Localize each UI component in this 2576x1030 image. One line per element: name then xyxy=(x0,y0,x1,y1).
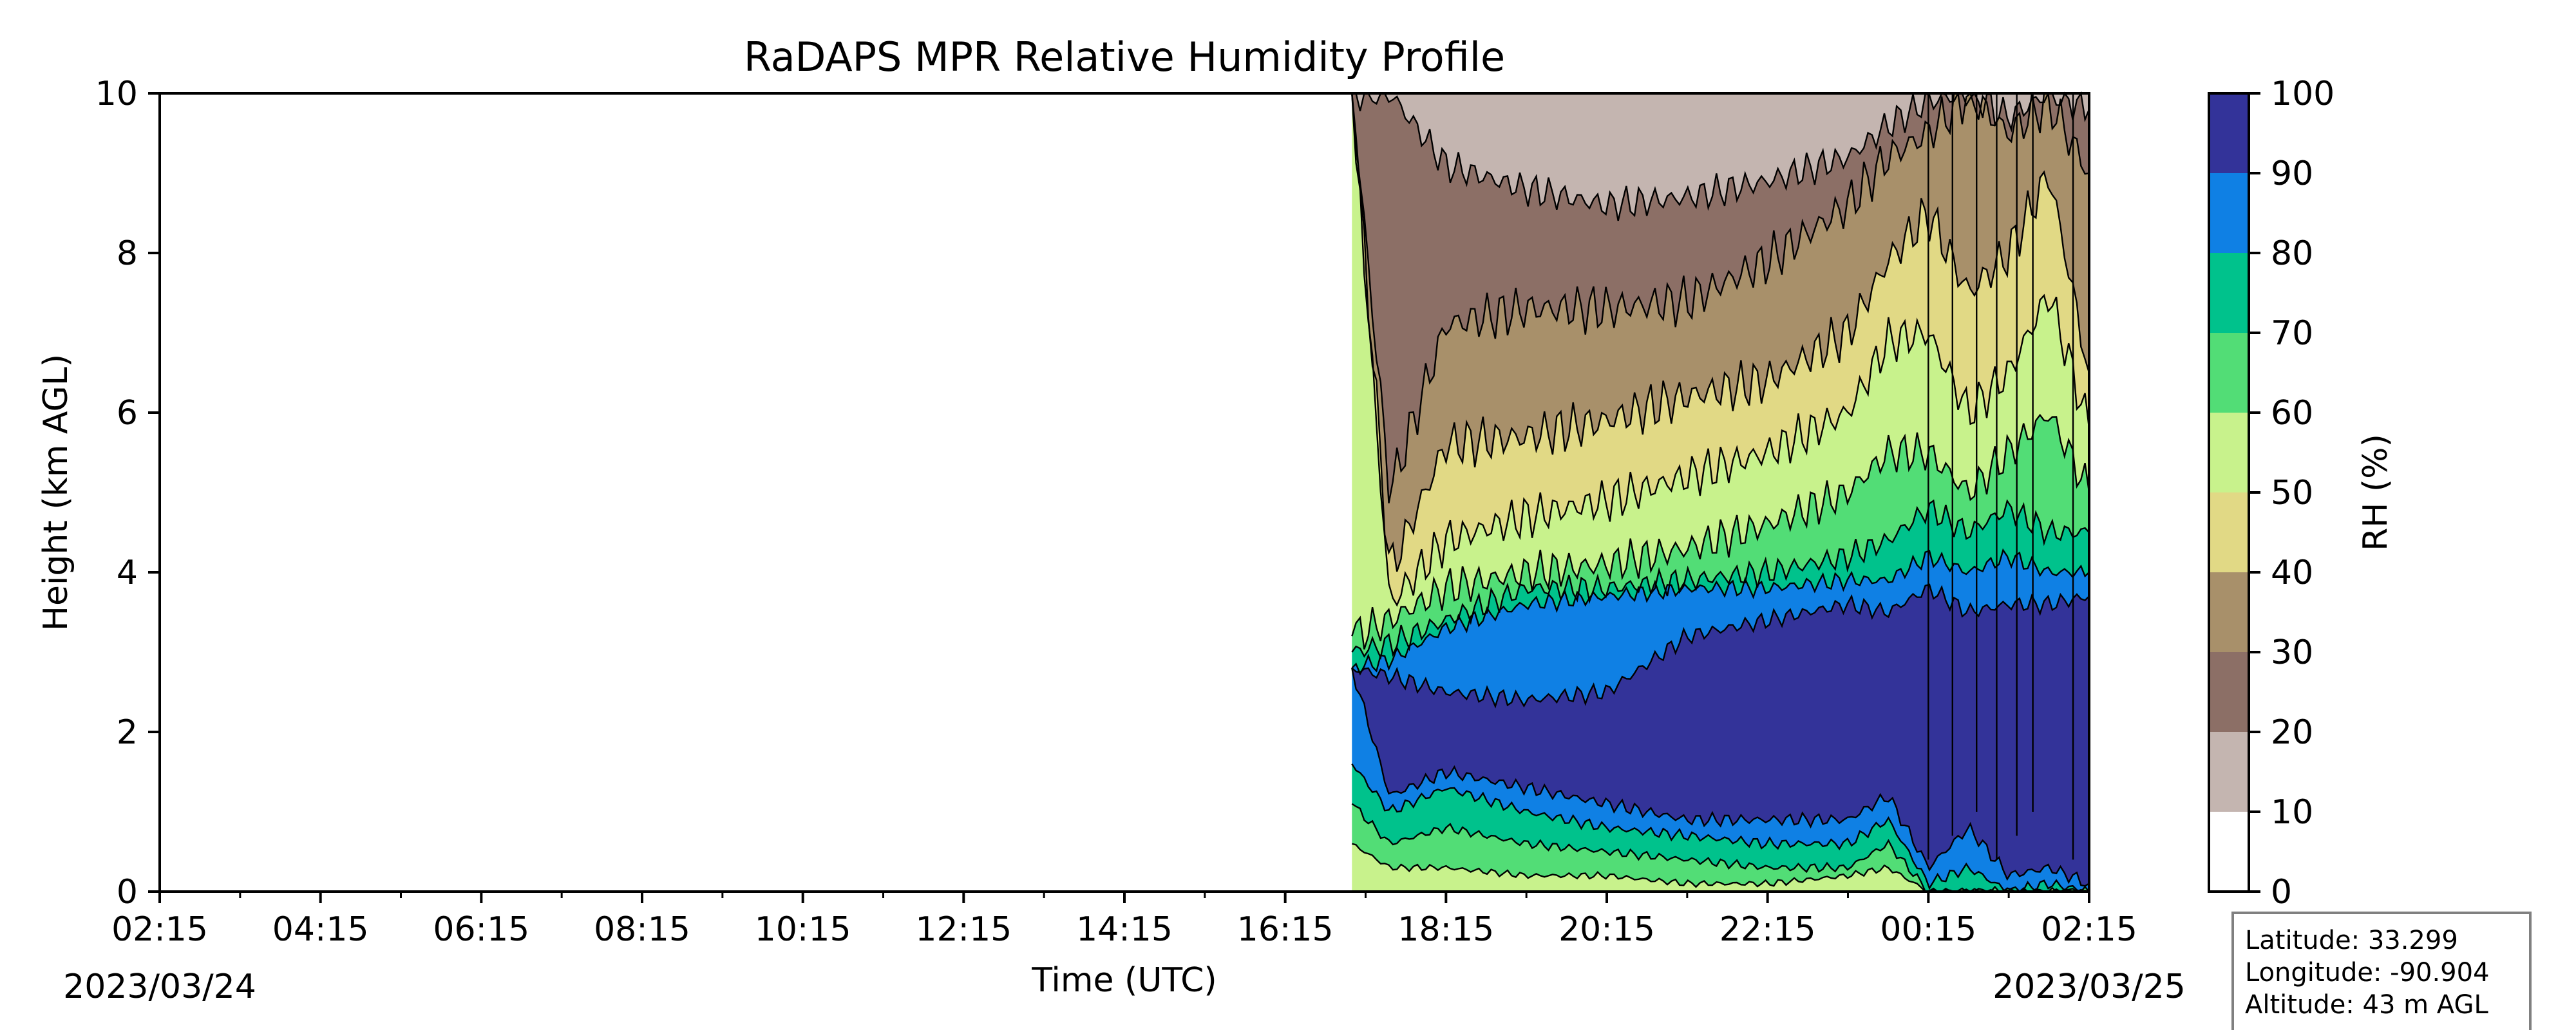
y-tick-label: 4 xyxy=(117,554,138,592)
x-tick-label: 16:15 xyxy=(1237,910,1334,949)
plot-area xyxy=(158,91,2090,894)
colorbar-segment xyxy=(2209,572,2249,652)
colorbar-tick-label: 60 xyxy=(2271,394,2313,433)
colorbar-segment xyxy=(2209,93,2249,173)
colorbar-segment xyxy=(2209,413,2249,492)
altitude-text: Altitude: 43 m AGL xyxy=(2245,990,2488,1020)
contour-line-r80 xyxy=(1351,583,2090,709)
y-axis: 0 2 4 6 8 10 xyxy=(95,75,160,912)
colorbar-tick-label: 80 xyxy=(2271,234,2313,273)
colorbar-tick-label: 20 xyxy=(2271,713,2313,752)
x-tick-label: 04:15 xyxy=(272,910,369,949)
colorbar-tick-label: 100 xyxy=(2271,75,2334,113)
rh-band-80-90-lower xyxy=(1352,668,2089,892)
info-box-frame xyxy=(2231,912,2532,1030)
contour-line-r50 xyxy=(1351,413,2090,650)
x-tick-label: 10:15 xyxy=(755,910,851,949)
x-tick-label: 08:15 xyxy=(594,910,690,949)
date-end-label: 2023/03/25 xyxy=(1993,968,2186,1006)
colorbar-tick-label: 90 xyxy=(2271,154,2313,193)
colorbar-segment xyxy=(2209,732,2249,812)
rh-band-50-60 xyxy=(1352,93,2089,650)
rh-band-60-70-lower xyxy=(1352,803,2089,892)
latitude-text: Latitude: 33.299 xyxy=(2245,926,2458,955)
chart-title: RaDAPS MPR Relative Humidity Profile xyxy=(744,33,1505,80)
rh-band-40-50 xyxy=(1352,93,2089,605)
colorbar-segment xyxy=(2209,492,2249,572)
colorbar-segment xyxy=(2209,173,2249,253)
x-tick-label: 22:15 xyxy=(1719,910,1816,949)
rh-band-90-100 xyxy=(1352,585,2089,886)
date-start-label: 2023/03/24 xyxy=(63,968,256,1006)
x-tick-label: 00:15 xyxy=(1880,910,1976,949)
info-box: Latitude: 33.299 Longitude: -90.904 Alti… xyxy=(2231,912,2532,1030)
colorbar-tick-label: 10 xyxy=(2271,793,2313,832)
contour-line-r30 xyxy=(1351,93,2090,572)
contour-line-r60 xyxy=(1351,499,2090,660)
colorbar-tick-label: 30 xyxy=(2271,633,2313,672)
contour-line-r70 xyxy=(1351,548,2090,676)
colorbar-tick-label: 0 xyxy=(2271,873,2292,912)
colorbar-tick-label: 50 xyxy=(2271,474,2313,512)
y-tick-label: 0 xyxy=(117,873,138,912)
rh-band-70-80-lower xyxy=(1352,763,2089,892)
x-tick-label: 12:15 xyxy=(915,910,1012,949)
colorbar-segment xyxy=(2209,652,2249,732)
colorbar-segment xyxy=(2209,333,2249,413)
rh-contours xyxy=(1351,91,2090,894)
longitude-text: Longitude: -90.904 xyxy=(2245,958,2490,988)
colorbar-label: RH (%) xyxy=(2356,434,2395,551)
contour-line-r80b xyxy=(1351,763,2090,894)
contour-line-r20 xyxy=(1351,91,2090,503)
contour-line-r70b xyxy=(1351,803,2090,893)
contour-line-r10 xyxy=(1352,91,2090,221)
x-axis-label: Time (UTC) xyxy=(1031,961,1217,1000)
contour-line-r90b xyxy=(1351,668,2090,887)
rh-band-50-60-lower xyxy=(1352,843,2089,892)
rh-band-20-30 xyxy=(1352,93,2089,503)
y-axis-label: Height (km AGL) xyxy=(37,354,75,631)
colorbar-segment xyxy=(2209,253,2249,333)
rh-band-60-70 xyxy=(1352,415,2089,658)
x-axis: 02:15 04:15 06:15 08:15 10:15 12:15 14:15 16:15… xyxy=(111,892,2137,949)
y-tick-label: 2 xyxy=(117,713,138,752)
y-tick-label: 10 xyxy=(95,75,138,113)
contour-line-r40 xyxy=(1351,93,2090,607)
y-tick-label: 8 xyxy=(117,234,138,273)
rh-band-10-20 xyxy=(1352,93,2089,221)
rh-band-80-90 xyxy=(1352,550,2089,707)
colorbar: 0 10 20 30 40 50 60 70 80 90 100 xyxy=(2208,75,2334,912)
rh-band-30-40 xyxy=(1352,93,2089,572)
x-tick-label: 02:15 xyxy=(2041,910,2137,949)
colorbar-segment xyxy=(2209,812,2249,892)
colorbar-tick-label: 40 xyxy=(2271,554,2313,592)
x-tick-label: 18:15 xyxy=(1397,910,1494,949)
x-tick-label: 06:15 xyxy=(433,910,529,949)
y-tick-label: 6 xyxy=(117,394,138,433)
x-tick-label: 02:15 xyxy=(111,910,208,949)
x-tick-label: 14:15 xyxy=(1076,910,1173,949)
x-tick-label: 20:15 xyxy=(1558,910,1655,949)
colorbar-tick-label: 70 xyxy=(2271,314,2313,353)
